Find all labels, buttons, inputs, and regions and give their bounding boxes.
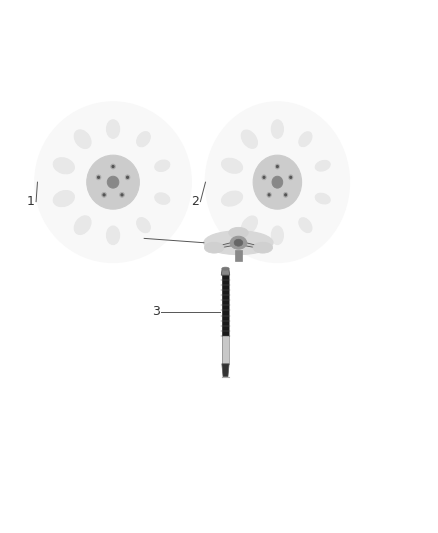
Ellipse shape xyxy=(222,158,243,173)
Ellipse shape xyxy=(74,130,91,149)
Ellipse shape xyxy=(222,267,229,270)
Ellipse shape xyxy=(107,176,119,188)
Ellipse shape xyxy=(121,194,123,196)
Ellipse shape xyxy=(268,194,270,196)
Ellipse shape xyxy=(234,239,243,246)
Ellipse shape xyxy=(263,176,265,178)
Ellipse shape xyxy=(299,132,312,147)
Text: 1: 1 xyxy=(27,195,35,208)
Ellipse shape xyxy=(253,243,272,253)
Ellipse shape xyxy=(267,192,272,197)
Ellipse shape xyxy=(275,164,279,169)
Ellipse shape xyxy=(272,176,283,188)
Ellipse shape xyxy=(276,166,278,167)
Ellipse shape xyxy=(53,158,74,174)
Ellipse shape xyxy=(222,191,243,206)
Polygon shape xyxy=(210,241,240,249)
Ellipse shape xyxy=(205,243,224,253)
Ellipse shape xyxy=(120,192,124,197)
Ellipse shape xyxy=(103,194,105,196)
Ellipse shape xyxy=(96,175,101,180)
Ellipse shape xyxy=(53,190,74,207)
Ellipse shape xyxy=(285,194,286,196)
Ellipse shape xyxy=(205,102,349,262)
Ellipse shape xyxy=(290,176,292,178)
Ellipse shape xyxy=(155,160,170,172)
Ellipse shape xyxy=(289,175,293,180)
Polygon shape xyxy=(223,336,229,364)
Bar xyxy=(235,250,242,261)
Polygon shape xyxy=(237,231,240,243)
Ellipse shape xyxy=(262,175,266,180)
Ellipse shape xyxy=(87,155,139,209)
Ellipse shape xyxy=(35,102,191,262)
Ellipse shape xyxy=(102,192,106,197)
Ellipse shape xyxy=(271,120,283,139)
Ellipse shape xyxy=(98,176,99,178)
Polygon shape xyxy=(237,241,267,249)
Ellipse shape xyxy=(271,226,283,245)
Ellipse shape xyxy=(253,155,302,209)
Ellipse shape xyxy=(155,193,170,204)
Polygon shape xyxy=(222,364,229,377)
Ellipse shape xyxy=(106,120,120,139)
Ellipse shape xyxy=(204,231,273,255)
Ellipse shape xyxy=(137,217,150,233)
Ellipse shape xyxy=(111,164,116,169)
Ellipse shape xyxy=(315,160,330,171)
Text: 4: 4 xyxy=(134,232,142,245)
Ellipse shape xyxy=(127,176,128,178)
Ellipse shape xyxy=(229,228,248,238)
Ellipse shape xyxy=(315,193,330,204)
Ellipse shape xyxy=(106,226,120,245)
Ellipse shape xyxy=(241,130,258,148)
Ellipse shape xyxy=(241,216,258,235)
Text: 2: 2 xyxy=(191,195,199,208)
Ellipse shape xyxy=(283,192,288,197)
Polygon shape xyxy=(221,269,230,275)
Ellipse shape xyxy=(137,132,150,147)
Ellipse shape xyxy=(112,166,114,167)
Text: 3: 3 xyxy=(152,305,160,318)
Ellipse shape xyxy=(74,216,91,235)
Ellipse shape xyxy=(299,217,312,232)
Polygon shape xyxy=(223,275,229,336)
Ellipse shape xyxy=(125,175,130,180)
Ellipse shape xyxy=(230,236,247,249)
